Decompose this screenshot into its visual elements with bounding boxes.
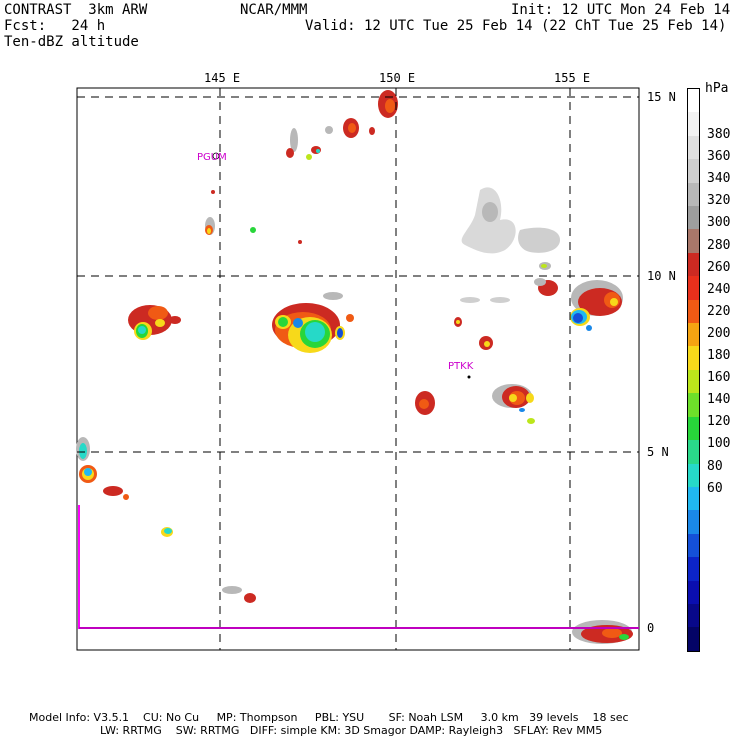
colorbar-tick-label: 320 xyxy=(707,193,731,209)
colorbar-swatch xyxy=(688,252,699,277)
lat-label-15: 15 N xyxy=(647,90,676,104)
model-info-line1: Model Info: V3.5.1 CU: No Cu MP: Thompso… xyxy=(29,711,629,724)
colorbar-swatch xyxy=(688,533,699,558)
field-name: Ten-dBZ altitude xyxy=(4,34,139,50)
lon-label-145: 145 E xyxy=(204,71,241,85)
colorbar-swatch xyxy=(688,182,699,207)
valid-time: Valid: 12 UTC Tue 25 Feb 14 (22 ChT Tue … xyxy=(305,18,727,34)
colorbar-tick-label: 300 xyxy=(707,215,731,231)
colorbar-swatch xyxy=(688,299,699,324)
colorbar-tick-label: 280 xyxy=(707,237,731,253)
model-info-line2: LW: RRTMG SW: RRTMG DIFF: simple KM: 3D … xyxy=(100,724,603,737)
domain-boundary xyxy=(78,505,639,629)
colorbar-tick-label: 120 xyxy=(707,414,731,430)
colorbar-tick-label: 220 xyxy=(707,303,731,319)
station-marker-pgum xyxy=(212,152,220,160)
colorbar-swatch xyxy=(688,463,699,487)
colorbar-tick-label: 60 xyxy=(707,480,723,496)
colorbar-swatch xyxy=(688,416,699,441)
echo-cells xyxy=(76,90,633,644)
station-marker-ptkk xyxy=(467,375,471,379)
colorbar-swatch xyxy=(688,276,699,300)
lon-label-150: 150 E xyxy=(379,71,416,85)
colorbar-swatch xyxy=(688,112,699,136)
colorbar-swatch xyxy=(688,323,699,347)
colorbar-tick-label: 240 xyxy=(707,281,731,297)
colorbar-tick-label: 340 xyxy=(707,171,731,187)
grid-lines xyxy=(77,88,639,650)
lat-label-10: 10 N xyxy=(647,269,676,283)
colorbar-swatch xyxy=(688,510,699,534)
colorbar-swatch xyxy=(688,159,699,183)
colorbar-swatch xyxy=(688,393,699,417)
station-label-pgum: PGUM xyxy=(197,152,227,163)
lat-label-5: 5 N xyxy=(647,445,669,459)
colorbar-swatch xyxy=(688,440,699,464)
organization-label: NCAR/MMM xyxy=(240,2,308,18)
colorbar-tick-label: 200 xyxy=(707,325,731,341)
station-label-ptkk: PTKK xyxy=(448,361,474,372)
colorbar-tick-label: 260 xyxy=(707,259,731,275)
colorbar-tick-label: 80 xyxy=(707,458,723,474)
map-frame xyxy=(76,87,640,651)
colorbar-swatch xyxy=(688,346,699,370)
colorbar xyxy=(687,88,700,652)
colorbar-swatch xyxy=(688,89,699,113)
colorbar-tick-label: 380 xyxy=(707,127,731,142)
colorbar-swatch xyxy=(688,627,699,651)
colorbar-swatch xyxy=(688,206,699,230)
forecast-hour: Fcst: 24 h xyxy=(4,18,106,34)
colorbar-swatch xyxy=(688,229,699,253)
colorbar-unit: hPa xyxy=(705,81,729,96)
init-time: Init: 12 UTC Mon 24 Feb 14 xyxy=(511,2,731,18)
lon-label-155: 155 E xyxy=(554,71,591,85)
colorbar-swatch xyxy=(688,369,699,394)
colorbar-swatch xyxy=(688,557,699,581)
colorbar-swatch xyxy=(688,486,699,511)
colorbar-tick-label: 360 xyxy=(707,149,731,165)
lat-label-0: 0 xyxy=(647,621,655,635)
colorbar-swatch xyxy=(688,603,699,628)
colorbar-swatch xyxy=(688,580,699,604)
colorbar-tick-label: 100 xyxy=(707,436,731,452)
model-title: CONTRAST 3km ARW xyxy=(4,2,148,18)
colorbar-tick-label: 160 xyxy=(707,370,731,386)
colorbar-tick-label: 180 xyxy=(707,348,731,363)
colorbar-tick-label: 140 xyxy=(707,392,731,408)
colorbar-swatch xyxy=(688,135,699,160)
